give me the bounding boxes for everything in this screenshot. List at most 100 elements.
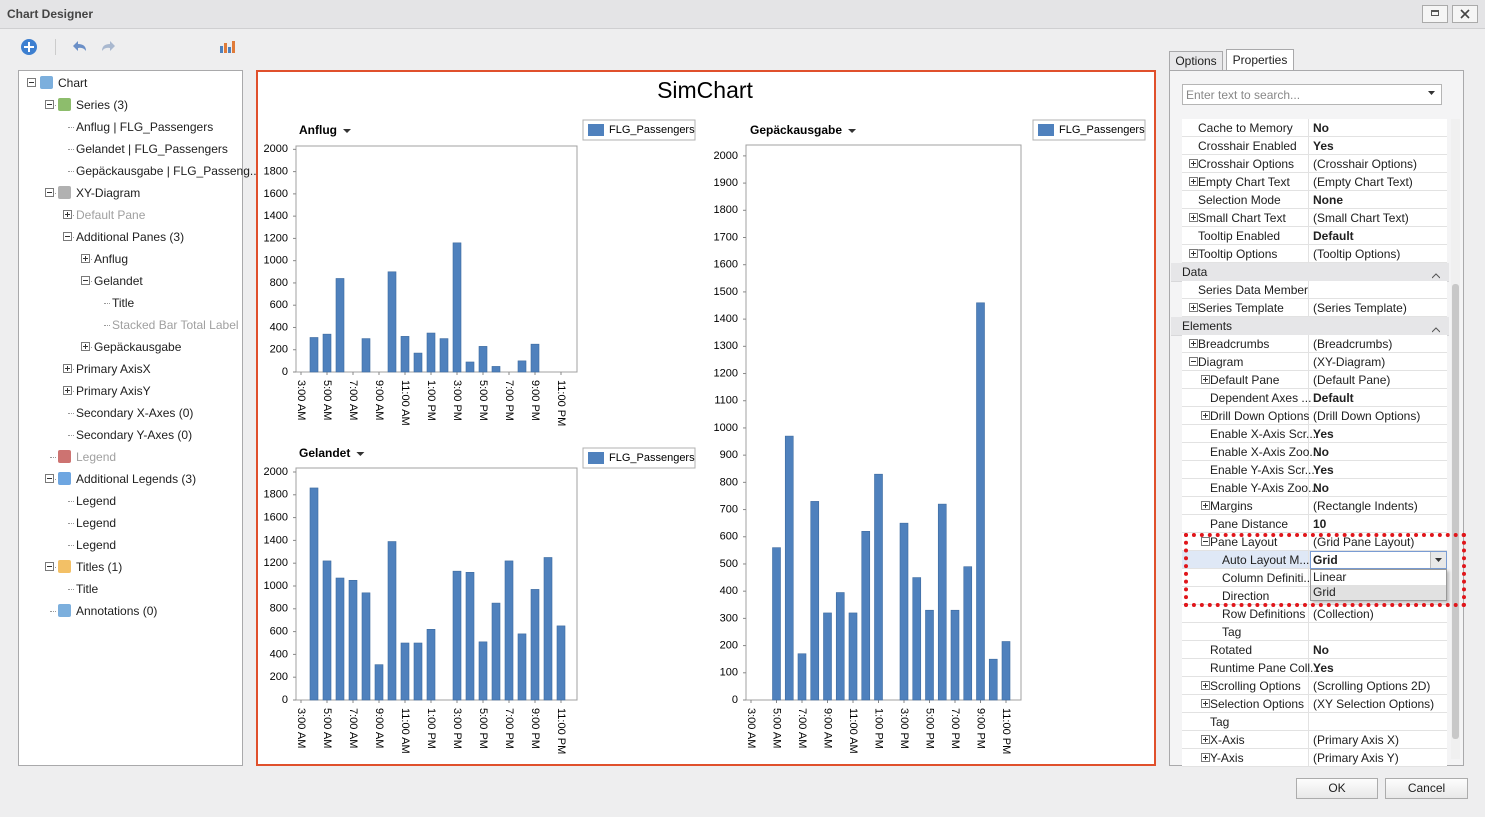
expander[interactable] xyxy=(45,474,54,483)
expander[interactable] xyxy=(1201,699,1210,708)
expander[interactable] xyxy=(1201,501,1210,510)
tree-item[interactable]: Gepäckausgabe xyxy=(94,340,182,354)
property-value[interactable]: (Crosshair Options) xyxy=(1313,157,1418,171)
tree-item[interactable]: Title xyxy=(76,582,99,596)
expander[interactable] xyxy=(1189,339,1198,348)
expander[interactable] xyxy=(1201,681,1210,690)
dropdown-option[interactable]: Linear xyxy=(1311,570,1446,585)
property-value[interactable]: (Breadcrumbs) xyxy=(1313,337,1393,351)
expander[interactable] xyxy=(81,342,90,351)
expander[interactable] xyxy=(1201,375,1210,384)
tree-item[interactable]: Legend xyxy=(76,494,117,508)
property-value[interactable]: (XY-Diagram) xyxy=(1313,355,1386,369)
expander[interactable] xyxy=(1201,735,1210,744)
property-value[interactable]: (Drill Down Options) xyxy=(1313,409,1421,423)
property-value[interactable]: Yes xyxy=(1313,139,1334,153)
tree-item[interactable]: Gepäckausgabe | FLG_Passeng... xyxy=(76,164,260,178)
expander[interactable] xyxy=(1201,537,1210,546)
expander[interactable] xyxy=(63,364,72,373)
pane-menu-arrow[interactable] xyxy=(848,129,857,133)
property-value[interactable]: (Empty Chart Text) xyxy=(1313,175,1413,189)
tree-item[interactable]: Title xyxy=(112,296,135,310)
expander[interactable] xyxy=(1201,411,1210,420)
cancel-button[interactable]: Cancel xyxy=(1385,778,1468,799)
property-value[interactable]: (XY Selection Options) xyxy=(1313,697,1435,711)
maximize-button[interactable] xyxy=(1422,5,1448,23)
property-value[interactable]: (Collection) xyxy=(1313,607,1374,621)
tree-item[interactable]: Anflug xyxy=(94,252,129,266)
tree-item[interactable]: Secondary X-Axes (0) xyxy=(76,406,194,420)
expander[interactable] xyxy=(45,100,54,109)
collapse-category[interactable] xyxy=(1431,322,1441,333)
dropdown-button[interactable] xyxy=(1430,552,1446,568)
expander[interactable] xyxy=(1201,753,1210,762)
collapse-category[interactable] xyxy=(1431,268,1441,279)
expander[interactable] xyxy=(81,276,90,285)
expander[interactable] xyxy=(63,232,72,241)
tab[interactable]: Options xyxy=(1169,51,1223,70)
tree-item[interactable]: Chart xyxy=(58,76,88,90)
tree-item[interactable]: Primary AxisX xyxy=(76,362,151,376)
dropdown-option[interactable]: Grid xyxy=(1311,585,1446,600)
tree-item[interactable]: Additional Legends (3) xyxy=(76,472,197,486)
tree-item[interactable]: Anflug | FLG_Passengers xyxy=(76,120,214,134)
expander[interactable] xyxy=(63,210,72,219)
property-value[interactable]: 10 xyxy=(1313,517,1327,531)
tree-item[interactable]: Legend xyxy=(76,538,117,552)
expander[interactable] xyxy=(1189,357,1198,366)
search-box[interactable]: Enter text to search... xyxy=(1182,84,1442,105)
expander[interactable] xyxy=(45,188,54,197)
property-value[interactable]: No xyxy=(1313,121,1329,135)
property-value[interactable]: Yes xyxy=(1313,427,1334,441)
expander[interactable] xyxy=(81,254,90,263)
dropdown-editor[interactable]: Grid xyxy=(1310,551,1447,569)
expander[interactable] xyxy=(1189,177,1198,186)
property-value[interactable]: None xyxy=(1313,193,1343,207)
property-value[interactable]: (Primary Axis Y) xyxy=(1313,751,1399,765)
property-value[interactable]: (Default Pane) xyxy=(1313,373,1391,387)
property-value[interactable]: (Rectangle Indents) xyxy=(1313,499,1418,513)
tree-item[interactable]: Stacked Bar Total Label xyxy=(112,318,239,332)
tree-item[interactable]: Legend xyxy=(76,516,117,530)
scrollbar[interactable] xyxy=(1451,119,1460,759)
property-value[interactable]: Default xyxy=(1313,391,1354,405)
property-value[interactable]: (Small Chart Text) xyxy=(1313,211,1409,225)
expander[interactable] xyxy=(1189,213,1198,222)
expander[interactable] xyxy=(1189,249,1198,258)
ok-button[interactable]: OK xyxy=(1296,778,1378,799)
expander[interactable] xyxy=(45,562,54,571)
tree-item[interactable]: Additional Panes (3) xyxy=(76,230,185,244)
expander[interactable] xyxy=(27,78,36,87)
property-value[interactable]: Yes xyxy=(1313,661,1334,675)
add-button[interactable] xyxy=(20,38,38,56)
tree-item[interactable]: XY-Diagram xyxy=(76,186,141,200)
tree-item[interactable]: Titles (1) xyxy=(76,560,123,574)
expander[interactable] xyxy=(1189,303,1198,312)
tree-item[interactable]: Gelandet xyxy=(94,274,143,288)
tree-item[interactable]: Gelandet | FLG_Passengers xyxy=(76,142,228,156)
redo-button[interactable] xyxy=(100,39,118,53)
property-value[interactable]: (Grid Pane Layout) xyxy=(1313,535,1415,549)
tree-item[interactable]: Secondary Y-Axes (0) xyxy=(76,428,193,442)
tree-item[interactable]: Primary AxisY xyxy=(76,384,151,398)
tree-item[interactable]: Legend xyxy=(76,450,117,464)
property-value[interactable]: (Tooltip Options) xyxy=(1313,247,1401,261)
property-value[interactable]: Yes xyxy=(1313,463,1334,477)
expander[interactable] xyxy=(63,386,72,395)
pane-menu-arrow[interactable] xyxy=(343,129,351,133)
tree-item[interactable]: Default Pane xyxy=(76,208,146,222)
property-value[interactable]: No xyxy=(1313,643,1329,657)
tree-item[interactable]: Annotations (0) xyxy=(76,604,158,618)
undo-button[interactable] xyxy=(70,39,88,53)
pane-menu-arrow[interactable] xyxy=(356,452,365,456)
expander[interactable] xyxy=(1189,159,1198,168)
property-value[interactable]: (Primary Axis X) xyxy=(1313,733,1400,747)
property-value[interactable]: No xyxy=(1313,481,1329,495)
tab[interactable]: Properties xyxy=(1226,49,1294,71)
tree-item[interactable]: Series (3) xyxy=(76,98,129,112)
property-value[interactable]: No xyxy=(1313,445,1329,459)
property-value[interactable]: Default xyxy=(1313,229,1354,243)
property-value[interactable]: (Scrolling Options 2D) xyxy=(1313,679,1431,693)
property-value[interactable]: (Series Template) xyxy=(1313,301,1407,315)
close-button[interactable] xyxy=(1452,5,1478,23)
